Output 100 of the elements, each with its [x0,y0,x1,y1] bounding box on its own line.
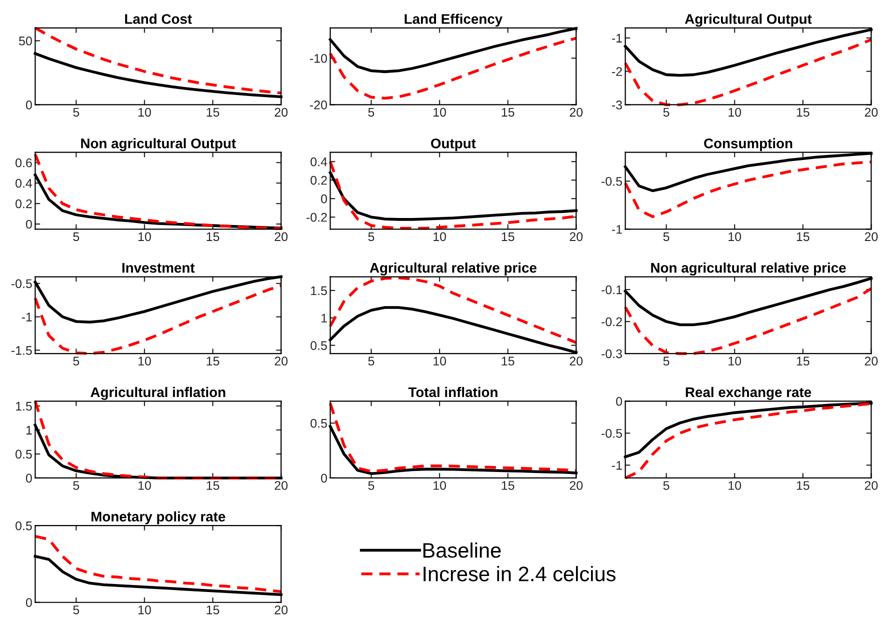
x-tick-label: 5 [73,232,80,242]
x-tick-label: 20 [274,356,288,366]
x-tick-label: 5 [663,232,670,242]
y-tick-label: -0.2 [306,212,327,222]
chart-title: Output [431,138,476,152]
x-tick-label: 5 [368,481,374,490]
x-tick-label: 15 [502,108,514,117]
y-tick-label: 0.5 [16,450,32,459]
y-tick-label: 1 [26,426,32,434]
line-series [34,153,282,230]
x-tick-label: 10 [138,481,151,490]
chart-title: Total inflation [408,386,498,398]
x-tick-label: 20 [864,356,878,366]
y-tick-label: -1 [22,312,32,322]
y-tick-label: 1.5 [16,402,32,411]
chart-title: Monetary policy rate [92,511,226,524]
x-tick-label: 15 [206,356,220,366]
y-tick-label: 0 [26,220,32,229]
y-tick-label: 0 [321,194,327,204]
chart-title: Real exchange rate [686,386,812,400]
x-tick-label: 15 [796,356,810,366]
y-tick-label: -10 [310,54,327,63]
x-tick-label: 10 [138,232,151,242]
x-tick-label: 15 [206,108,220,117]
chart-title: Agricultural inflation [90,386,226,400]
x-tick-label: 15 [796,108,810,117]
y-tick-label: 0.4 [310,157,328,166]
x-tick-label: 10 [728,481,742,490]
y-tick-label: -1 [612,34,622,42]
line-series [34,534,282,594]
x-tick-label: 20 [864,481,878,490]
chart-title: Land Cost [125,14,192,24]
y-tick-label: -0.5 [602,176,622,186]
y-tick-label: 0.4 [16,178,32,188]
x-tick-label: 10 [728,232,742,242]
x-tick-label: 20 [274,108,288,117]
y-tick-label: -20 [310,100,327,110]
chart-title: Non agricultural Output [81,138,236,152]
x-tick-label: 20 [570,481,583,490]
chart-title: Investment [122,263,195,273]
y-tick-label: 0 [26,598,32,608]
y-tick-label: -1.5 [11,346,32,355]
y-tick-label: 0.2 [310,176,327,185]
x-tick-label: 5 [73,606,80,614]
x-tick-label: 15 [206,606,220,614]
chart-title: Land Efficency [404,14,503,27]
y-tick-label: 50 [19,36,32,46]
x-tick-label: 5 [663,481,670,490]
x-tick-label: 15 [796,481,810,490]
y-tick-label: 1 [321,314,327,322]
x-tick-label: 15 [502,356,514,366]
legend-label: Increse in 2.4 celcius [424,566,616,582]
x-tick-label: 10 [434,108,446,117]
x-tick-label: 20 [274,481,288,490]
chart-title: Consumption [704,138,792,152]
x-tick-label: 20 [274,232,288,242]
y-tick-label: 0 [26,474,32,483]
y-tick-label: -3 [612,100,622,110]
line-series [624,160,873,218]
y-tick-label: 1.5 [311,286,327,296]
x-tick-label: 15 [502,232,514,242]
x-tick-label: 5 [663,356,670,366]
x-tick-label: 10 [434,481,446,490]
y-tick-label: -1 [612,461,622,470]
x-tick-label: 5 [368,232,374,242]
y-tick-label: -2 [612,67,622,76]
chart-title: Non agricultural relative price [651,262,846,276]
x-tick-label: 15 [206,481,220,490]
y-tick-label: 0 [616,396,622,406]
x-tick-label: 10 [728,108,742,117]
x-tick-label: 15 [206,232,220,242]
x-tick-label: 5 [73,108,80,117]
chart-title: Agricultural Output [684,14,812,27]
x-tick-label: 5 [73,481,80,490]
chart-title: Agricultural relative price [370,262,536,276]
x-tick-label: 15 [502,481,514,490]
x-tick-label: 10 [138,605,151,614]
x-tick-label: 20 [570,232,583,242]
x-tick-label: 20 [864,232,878,242]
x-tick-label: 5 [368,356,374,366]
legend-label: Baseline [423,542,501,558]
x-tick-label: 20 [864,108,878,117]
x-tick-label: 20 [570,356,583,366]
y-tick-label: -0.3 [602,349,622,358]
y-tick-label: 0.5 [310,418,327,428]
y-tick-label: 0.6 [16,158,32,168]
x-tick-label: 10 [138,108,151,117]
x-tick-label: 20 [274,605,288,614]
x-tick-label: 5 [368,108,374,117]
x-tick-label: 10 [728,356,742,366]
y-tick-label: -0.5 [602,428,622,438]
x-tick-label: 5 [73,356,80,366]
line-series [328,36,578,100]
y-tick-label: -0.5 [11,279,32,288]
y-tick-label: 0 [26,100,32,110]
y-tick-label: 0.5 [310,341,327,350]
y-tick-label: -0.2 [602,317,622,326]
y-tick-label: -1 [612,225,622,234]
y-tick-label: -0.1 [602,285,622,294]
x-tick-label: 20 [570,108,583,117]
